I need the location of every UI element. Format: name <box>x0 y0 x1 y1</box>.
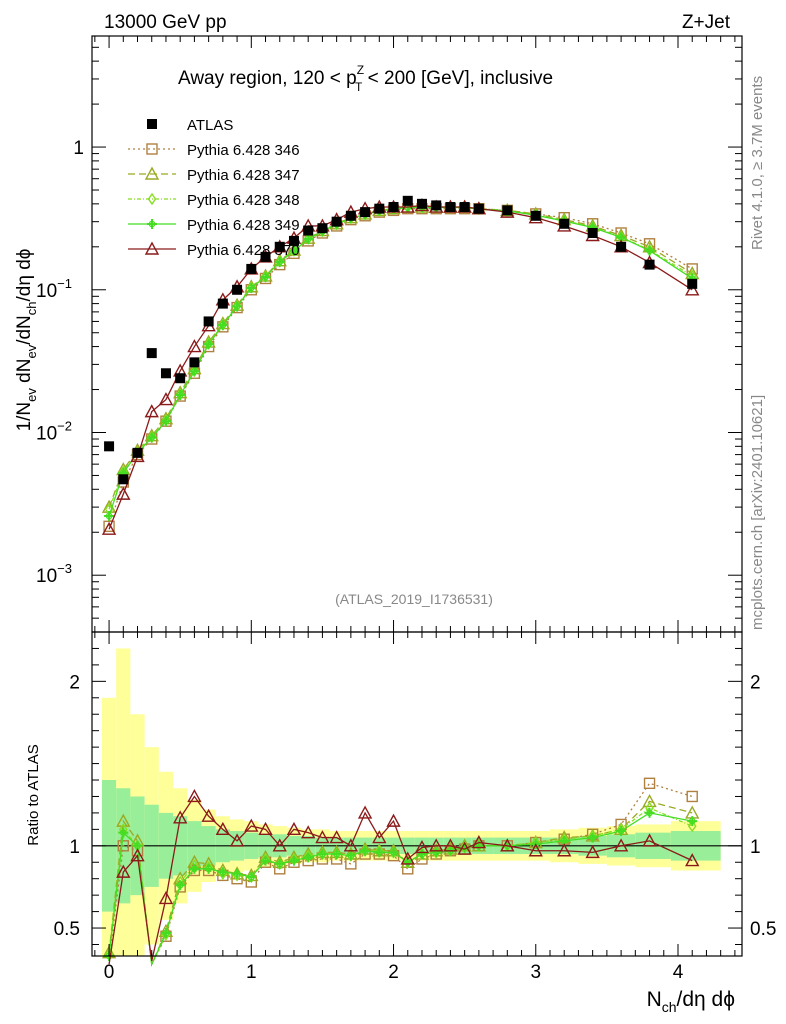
x-tick-label: 2 <box>388 962 399 983</box>
analysis-tag: (ATLAS_2019_I1736531) <box>335 591 493 607</box>
main-title: Away region, 120 < pZ T < 200 [GeV], incl… <box>178 63 553 94</box>
ratio-frame <box>92 632 742 956</box>
data-point <box>531 211 541 221</box>
data-point <box>317 223 327 233</box>
data-point <box>133 448 143 458</box>
data-point <box>645 260 655 270</box>
x-tick-label: 3 <box>530 962 541 983</box>
data-point <box>147 348 157 358</box>
legend: ATLAS Pythia 6.428 346 Pythia 6.428 347 Pyt… <box>128 117 300 259</box>
legend-label: Pythia 6.428 349 <box>187 217 300 234</box>
main-y-tick-label: 10−3 <box>36 561 72 587</box>
data-point <box>474 204 484 214</box>
data-point <box>559 219 569 229</box>
data-point <box>346 211 356 221</box>
data-point <box>175 373 185 383</box>
ratio-point <box>687 791 697 801</box>
data-point <box>389 202 399 212</box>
main-y-tick-label: 1 <box>73 138 84 159</box>
ratio-point <box>645 808 655 818</box>
legend-marker <box>147 219 157 229</box>
ratio-y-tick-label-right: 2 <box>750 672 761 693</box>
ratio-y-tick-label: 2 <box>69 672 80 693</box>
main-axes: 10−3 10−2 10−1 1 <box>36 36 742 632</box>
data-point <box>161 368 171 378</box>
data-point <box>460 202 470 212</box>
ratio-bands <box>92 648 742 956</box>
header-energy: 13000 GeV pp <box>104 12 227 33</box>
legend-label: Pythia 6.428 348 <box>187 192 300 209</box>
legend-label: Pythia 6.428 370 <box>187 242 300 259</box>
main-y-tick-label: 10−1 <box>36 276 72 302</box>
data-point <box>232 285 242 295</box>
data-point <box>246 264 256 274</box>
data-point <box>104 441 114 451</box>
data-point <box>303 226 313 236</box>
data-point <box>588 228 598 238</box>
x-tick-label: 0 <box>104 962 115 983</box>
legend-marker <box>147 119 157 129</box>
data-point <box>403 196 413 206</box>
data-point <box>445 202 455 212</box>
legend-label: Pythia 6.428 346 <box>187 142 300 159</box>
plot-canvas: 13000 GeV pp Z+Jet Rivet 4.1.0, ≥ 3.7M e… <box>0 0 786 1024</box>
legend-label: ATLAS <box>187 117 233 134</box>
data-point <box>118 474 128 484</box>
main-y-axis-label: 1/Nev dNev/dNch/dη dϕ <box>14 249 39 432</box>
ratio-y-axis-label: Ratio to ATLAS <box>25 744 42 845</box>
data-point <box>687 279 697 289</box>
data-point <box>332 217 342 227</box>
x-tick-label: 1 <box>246 962 257 983</box>
main-y-tick-label: 10−2 <box>36 418 72 444</box>
header-process: Z+Jet <box>682 12 731 33</box>
ratio-y-tick-label: 1 <box>69 837 80 858</box>
data-point <box>374 204 384 214</box>
data-point <box>218 299 228 309</box>
data-point <box>360 207 370 217</box>
rivet-label: Rivet 4.1.0, ≥ 3.7M events <box>749 76 766 250</box>
data-point <box>189 357 199 367</box>
data-point <box>616 242 626 252</box>
ratio-y-tick-label-right: 0.5 <box>750 919 776 940</box>
ratio-y-tick-label: 0.5 <box>54 919 80 940</box>
ratio-point <box>645 778 655 788</box>
series-atlas <box>104 196 697 484</box>
data-point <box>417 199 427 209</box>
data-point <box>204 316 214 326</box>
x-tick-label: 4 <box>673 962 684 983</box>
ratio-y-tick-label-right: 1 <box>750 837 761 858</box>
legend-label: Pythia 6.428 347 <box>187 167 300 184</box>
x-axis-label: Nch/dη dϕ <box>647 988 735 1015</box>
data-point <box>502 205 512 215</box>
data-point <box>431 200 441 210</box>
mcplots-label: mcplots.cern.ch [arXiv:2401.10621] <box>749 395 766 630</box>
